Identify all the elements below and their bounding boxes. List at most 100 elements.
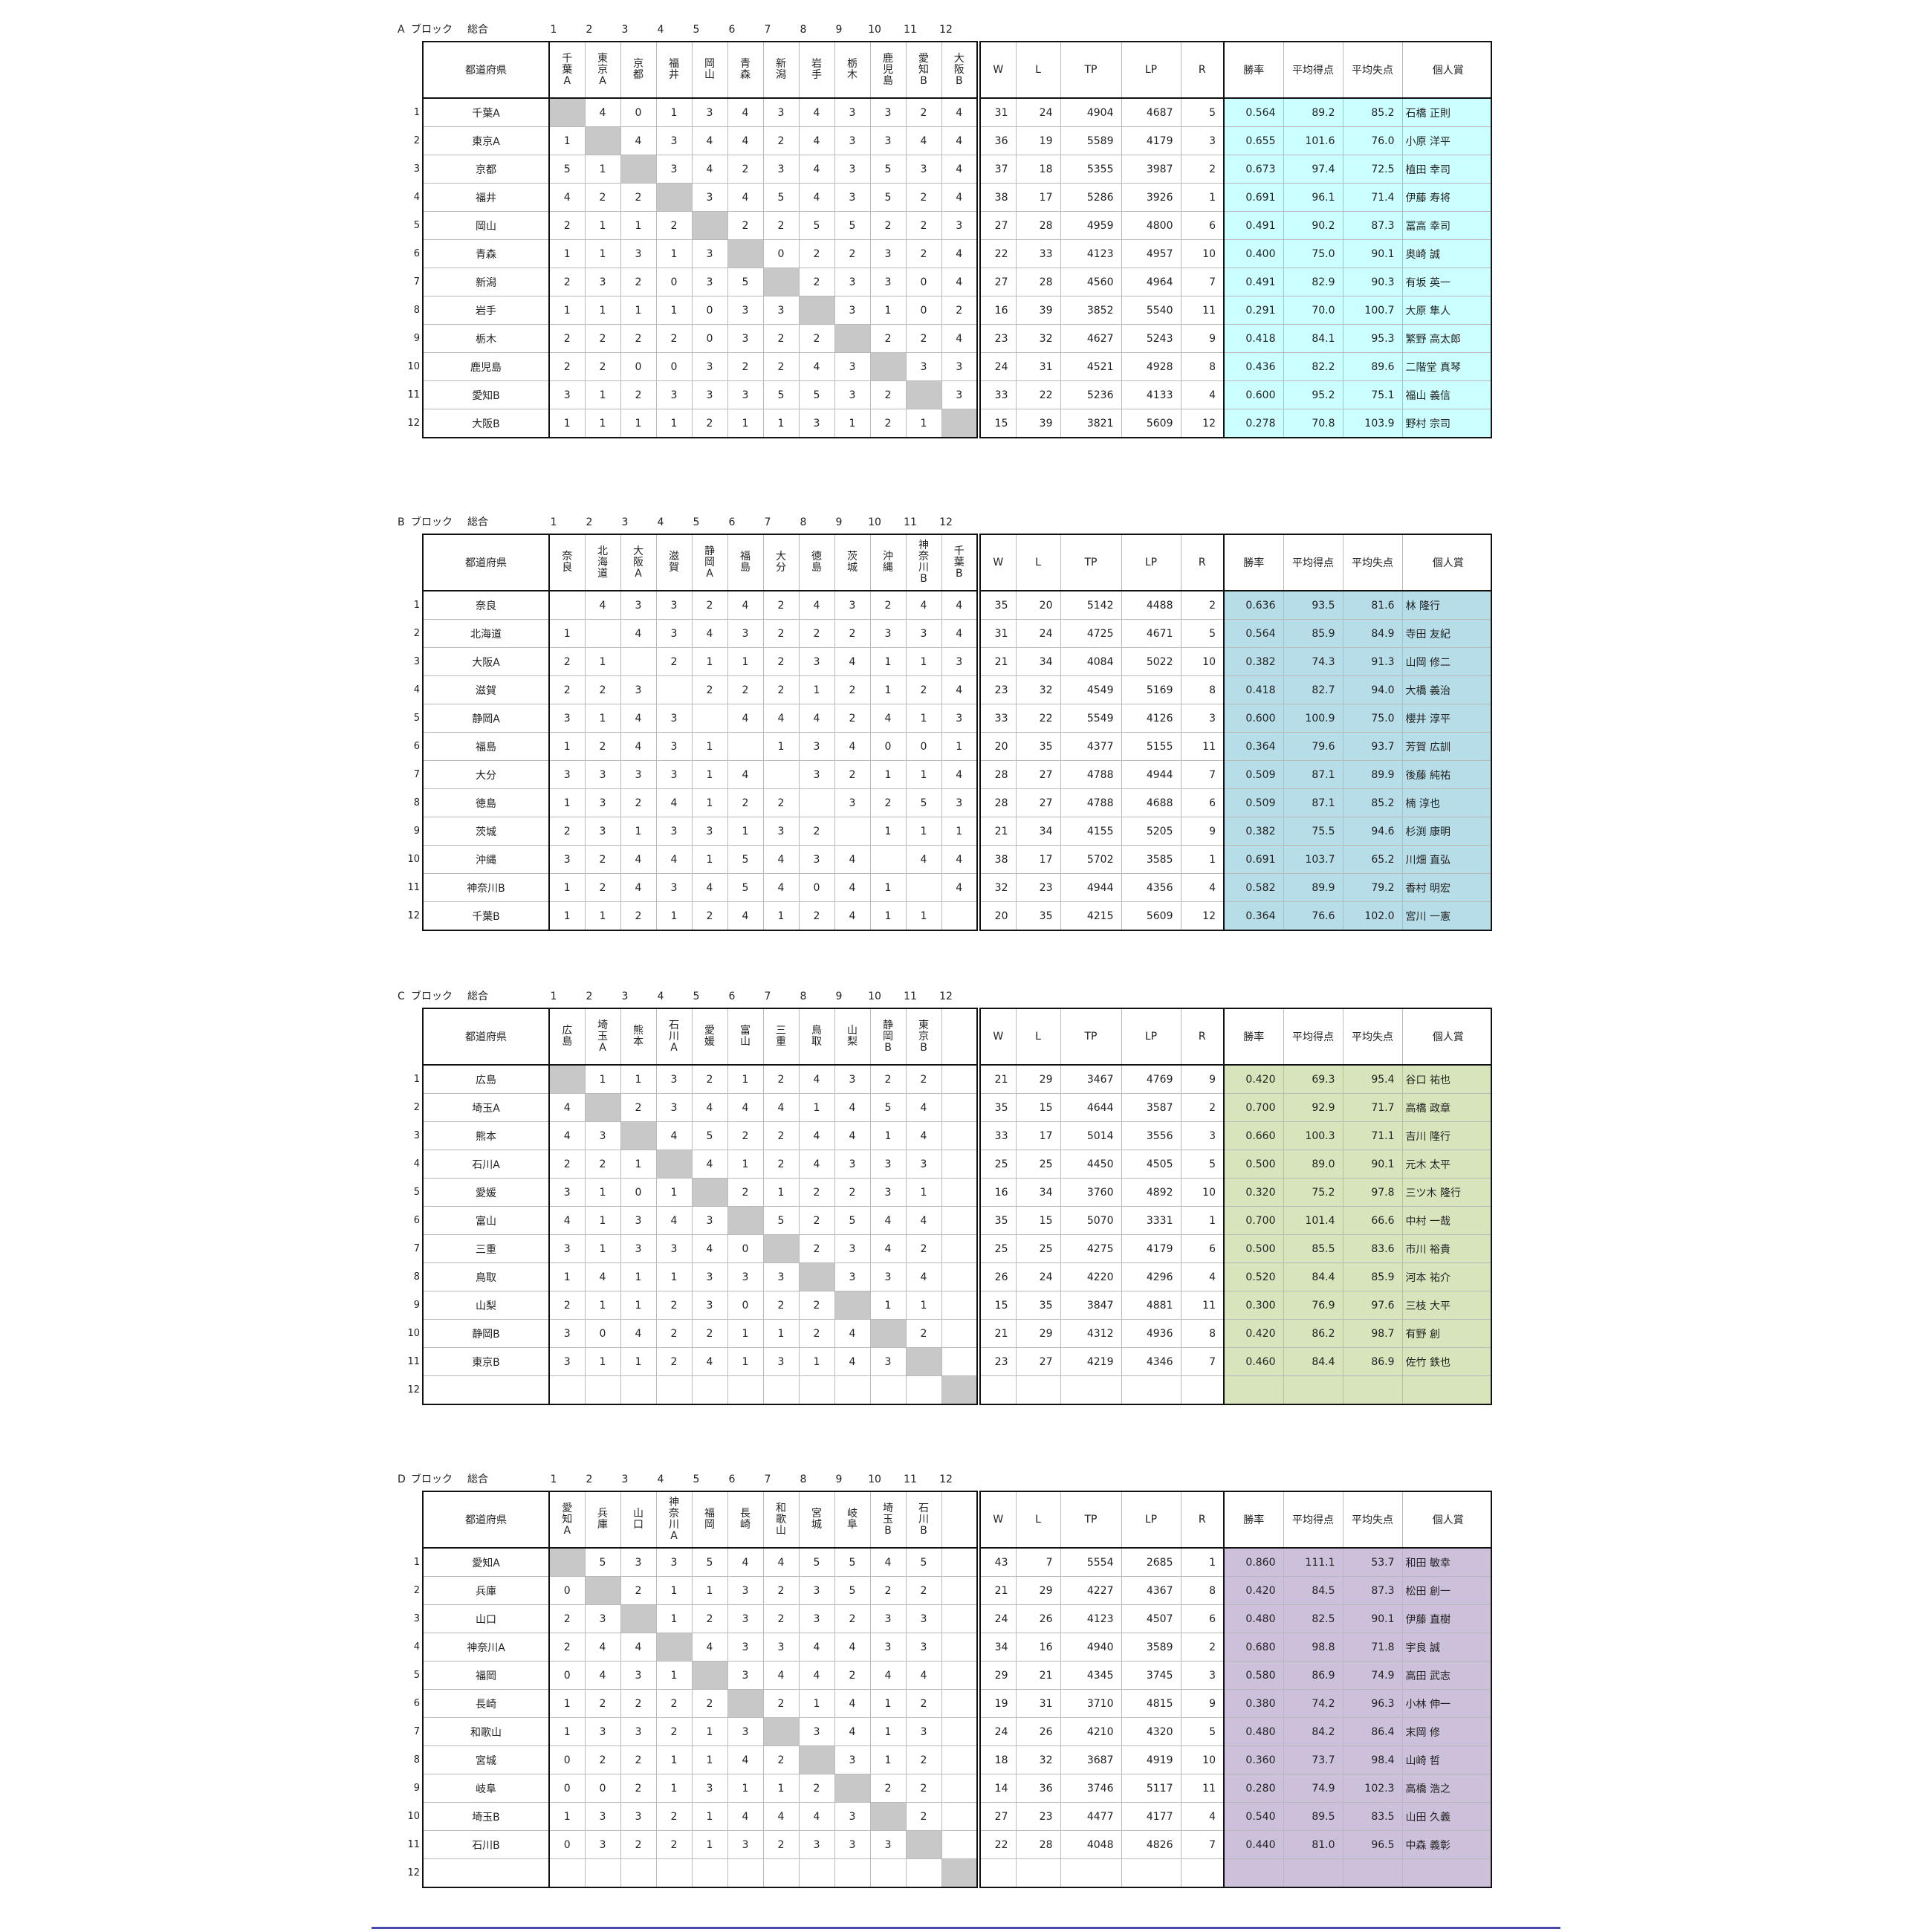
match-score	[941, 1347, 978, 1376]
match-score: 3	[762, 1633, 800, 1662]
column-number: 7	[764, 24, 771, 36]
match-score: 3	[548, 380, 586, 409]
match-score: 4	[727, 1802, 764, 1831]
match-score: 2	[548, 1150, 586, 1179]
losses: 25	[1015, 1234, 1061, 1263]
wins: 35	[979, 1093, 1017, 1122]
match-score: 1	[941, 817, 978, 846]
losses: 34	[1015, 817, 1061, 846]
match-score: 2	[798, 901, 835, 931]
row-number: 2	[398, 1577, 423, 1605]
wins: 31	[979, 619, 1017, 648]
match-score: 1	[548, 619, 586, 648]
match-score: 2	[584, 675, 621, 704]
match-score: 3	[798, 1830, 835, 1859]
match-score: 4	[905, 845, 942, 874]
opponent-header: 愛知A	[548, 1491, 586, 1549]
team-name	[422, 1375, 550, 1405]
row-number: 6	[398, 1690, 423, 1718]
match-score	[691, 1178, 728, 1207]
match-score: 4	[584, 1262, 621, 1291]
match-score: 3	[620, 1661, 657, 1690]
win-rate: 0.440	[1223, 1830, 1284, 1859]
table-row: 5 静岡A 3 1 4 3 4 4 4 2 4 1 3 33 22 5549 4126 3 0.600 100.9 75…	[398, 704, 1492, 733]
match-score: 1	[869, 873, 907, 902]
match-score	[691, 1375, 728, 1405]
match-score: 1	[548, 296, 586, 325]
lost-points: 4936	[1121, 1319, 1181, 1348]
team-name: 神奈川A	[422, 1633, 550, 1662]
table-row: 11 石川B 0 3 2 2 1 3 2 3 3 3 22 28 4048 4826 7 0.440 81.0 96.…	[398, 1830, 1492, 1859]
avg-lost: 83.5	[1342, 1802, 1403, 1831]
total-points: 5702	[1060, 845, 1122, 874]
avg-lost: 91.3	[1342, 647, 1403, 676]
table-row: 7 大分 3 3 3 3 1 4 3 2 1 1 4 28 27 4788 4944 7 0.509 87.1 89.9…	[398, 760, 1492, 789]
match-score: 2	[620, 324, 657, 353]
table-row: 3 山口 2 3 1 2 3 2 3 2 3 3 24 26 4123 4507 6 0.480 82.5 90.1 伊…	[398, 1604, 1492, 1633]
column-number: 11	[904, 991, 917, 1002]
avg-points: 82.2	[1283, 352, 1343, 381]
match-score: 4	[905, 590, 942, 620]
match-score: 2	[869, 409, 907, 438]
match-score	[905, 873, 942, 902]
team-name: 長崎	[422, 1689, 550, 1718]
match-score	[834, 1291, 871, 1320]
match-score: 0	[905, 732, 942, 761]
match-score: 1	[691, 760, 728, 789]
row-number: 7	[398, 761, 423, 789]
award-header: 個人賞	[1401, 41, 1492, 99]
match-score: 0	[798, 873, 835, 902]
row-number: 8	[398, 789, 423, 817]
losses: 26	[1015, 1604, 1061, 1633]
match-score	[798, 1858, 835, 1888]
match-score: 4	[655, 1206, 693, 1235]
row-number: 8	[398, 296, 423, 325]
match-score: 2	[727, 1121, 764, 1150]
rank: 11	[1180, 732, 1225, 761]
table-row: 9 岐阜 0 0 2 1 3 1 1 2 2 2 14 36 3746 5117 11 0.280 74.9 102.…	[398, 1774, 1492, 1803]
match-score: 4	[548, 1121, 586, 1150]
match-score: 2	[655, 211, 693, 240]
rank: 1	[1180, 1206, 1225, 1235]
avg-points: 86.9	[1283, 1661, 1343, 1690]
match-score: 1	[655, 1576, 693, 1605]
award-name: 中森 義彰	[1401, 1830, 1492, 1859]
avg-points: 89.2	[1283, 97, 1343, 127]
match-score	[727, 1689, 764, 1718]
lost-points: 4892	[1121, 1178, 1181, 1207]
match-score: 2	[620, 268, 657, 296]
match-score: 2	[727, 788, 764, 817]
match-score	[798, 1745, 835, 1774]
row-number: 1	[398, 1065, 423, 1094]
match-score: 3	[727, 324, 764, 353]
match-score	[869, 845, 907, 874]
opponent-header-text: 埼玉A	[597, 1019, 608, 1054]
column-number: 5	[693, 991, 700, 1002]
match-score: 0	[727, 1234, 764, 1263]
match-score: 3	[655, 760, 693, 789]
lost-points: 4507	[1121, 1604, 1181, 1633]
match-score: 2	[834, 675, 871, 704]
match-score: 0	[869, 732, 907, 761]
wins: 38	[979, 845, 1017, 874]
match-score	[905, 1375, 942, 1405]
match-score: 4	[548, 1093, 586, 1122]
opponent-header-text: 宮城	[811, 1508, 822, 1531]
avg-pts-header: 平均得点	[1283, 1491, 1343, 1549]
team-name: 熊本	[422, 1121, 550, 1150]
match-score: 3	[941, 380, 978, 409]
match-score: 1	[798, 1347, 835, 1376]
team-name: 滋賀	[422, 675, 550, 704]
total-points: 3687	[1060, 1745, 1122, 1774]
match-score: 2	[655, 1689, 693, 1718]
match-score: 2	[548, 675, 586, 704]
match-score	[584, 619, 621, 648]
match-score	[727, 1206, 764, 1235]
column-number: 3	[621, 24, 629, 36]
match-score: 1	[548, 788, 586, 817]
match-score: 0	[727, 1291, 764, 1320]
total-points	[1060, 1375, 1122, 1405]
award-name: 和田 敏幸	[1401, 1547, 1492, 1577]
avg-lost: 71.1	[1342, 1121, 1403, 1150]
total-label: 総合	[467, 516, 488, 528]
